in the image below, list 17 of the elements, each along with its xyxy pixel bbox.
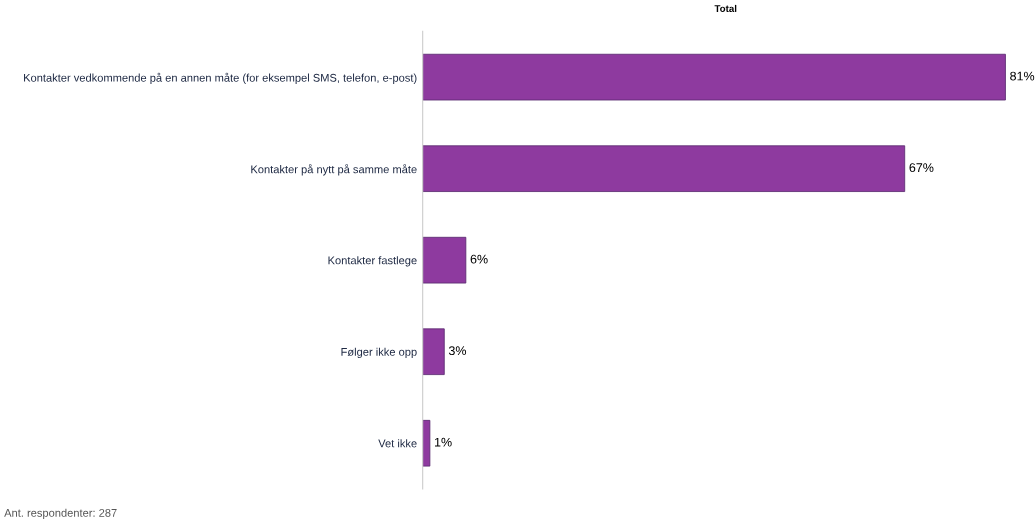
data-label: 67% (909, 163, 934, 173)
text: Ant. respondenter: 287 (4, 508, 117, 520)
bar (422, 236, 467, 284)
y-tick-label: Følger ikke opp (341, 347, 417, 359)
chart-title: Total (714, 4, 737, 13)
bar (422, 145, 906, 192)
y-tick-label: Vet ikke (378, 439, 417, 448)
bar (422, 328, 445, 376)
bar (422, 53, 1006, 101)
y-tick-label: Kontakter vedkommende på en annen måte (for eksempel SMS, telefon, e-post) (24, 72, 417, 84)
data-label: 81% (1010, 71, 1035, 81)
y-tick-label: Kontakter fastlege (328, 256, 417, 267)
data-label: 6% (470, 254, 488, 264)
y-tick-label: Kontakter på nytt på samme måte (251, 164, 417, 176)
data-label: 1% (435, 437, 452, 447)
data-label: 3% (448, 346, 467, 356)
bar (422, 419, 431, 467)
